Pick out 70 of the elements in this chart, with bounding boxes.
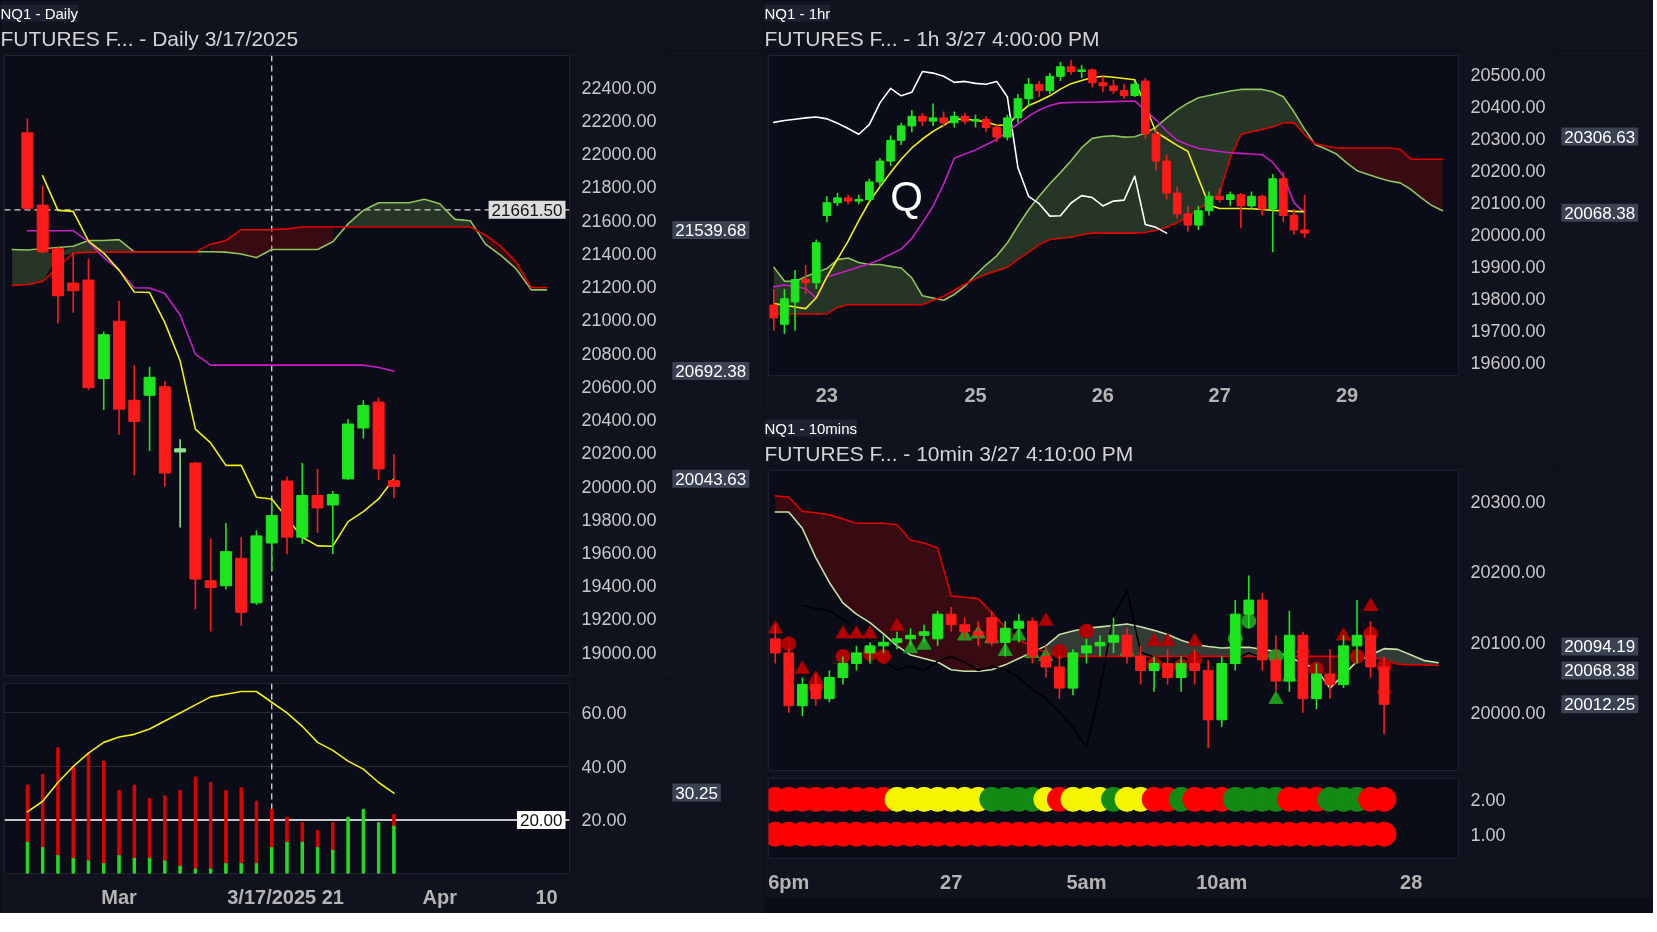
y-tick-label: 21600.00 — [581, 210, 657, 231]
x-tick-label: 23 — [815, 383, 839, 406]
text: 20068.38 — [1564, 203, 1636, 223]
x-tick-label: 6pm — [768, 870, 810, 893]
text: 20692.38 — [675, 361, 747, 381]
y-tick-label: 20200.00 — [581, 443, 657, 464]
x-tick-label: 5am — [1066, 870, 1107, 893]
ref-line-label: 21661.50 — [491, 200, 563, 220]
y-tick-label: 19400.00 — [581, 576, 657, 597]
y-tick-label: 22400.00 — [581, 77, 657, 98]
text: 21539.68 — [675, 221, 747, 241]
x-tick-label: 28 — [1400, 870, 1423, 893]
y-tick-label: 21200.00 — [581, 277, 657, 298]
y-tick-label: 20000.00 — [1470, 225, 1546, 246]
y-tick-label: 19000.00 — [581, 642, 657, 663]
text: 20068.38 — [1564, 661, 1636, 681]
y-tick-label: 21000.00 — [581, 310, 657, 331]
y-tick-label: 19600.00 — [1470, 353, 1546, 374]
y-tick-label: 19800.00 — [581, 509, 657, 530]
y-tick-label: 20500.00 — [1470, 65, 1546, 86]
y-tick-label: 20000.00 — [581, 476, 657, 497]
y-tick-label: 20200.00 — [1470, 161, 1546, 182]
y-tick-label: 19600.00 — [581, 543, 657, 563]
chart-title: NQ1 - 1hr — [764, 4, 831, 22]
text: 20306.63 — [1564, 127, 1636, 147]
y-tick-label: 20.00 — [581, 810, 627, 831]
y-tick-label: 40.00 — [581, 756, 627, 777]
text: 20012.25 — [1564, 695, 1636, 715]
y-tick-label: 19800.00 — [1470, 289, 1546, 310]
y-tick-label: 20400.00 — [1470, 97, 1546, 118]
y-tick-label: 20400.00 — [581, 410, 657, 431]
chart-subtitle: FUTURES F... - 10min 3/27 4:10:00 PM — [764, 441, 1134, 465]
chart-title: NQ1 - Daily — [0, 4, 79, 22]
y-tick-label: 22000.00 — [581, 144, 657, 165]
annotation: Q — [890, 172, 923, 220]
y-tick-label: 20200.00 — [1470, 562, 1546, 583]
x-tick-label: 27 — [940, 870, 963, 893]
chart-subtitle: FUTURES F... - Daily 3/17/2025 — [0, 26, 299, 50]
y-tick-label: 20300.00 — [1470, 129, 1546, 150]
x-tick-label: 3/17/2025 — [227, 885, 317, 908]
y-tick-label: 20800.00 — [581, 343, 657, 364]
y-tick-label: 1.00 — [1470, 824, 1506, 845]
y-tick-label: 20000.00 — [1470, 703, 1546, 724]
x-tick-label: 21 — [321, 885, 344, 908]
x-tick-label: 26 — [1091, 383, 1115, 406]
text: 20094.19 — [1564, 637, 1636, 657]
x-tick-label: Apr — [422, 885, 458, 908]
y-tick-label: 20300.00 — [1470, 491, 1546, 512]
text: 30.25 — [675, 783, 718, 803]
y-tick-label: 20100.00 — [1470, 193, 1546, 214]
text: 20043.63 — [675, 469, 747, 489]
y-tick-label: 19900.00 — [1470, 257, 1546, 278]
y-tick-label: 19700.00 — [1470, 321, 1546, 342]
x-tick-label: 10 — [535, 885, 558, 908]
chart-title: NQ1 - 10mins — [764, 419, 858, 437]
chart-subtitle: FUTURES F... - 1h 3/27 4:00:00 PM — [764, 26, 1100, 50]
x-tick-label: 25 — [964, 383, 987, 406]
y-tick-label: 20600.00 — [581, 376, 657, 397]
y-tick-label: 60.00 — [581, 703, 627, 724]
x-tick-label: Mar — [101, 885, 138, 908]
y-tick-label: 2.00 — [1470, 789, 1506, 810]
y-tick-label: 22200.00 — [581, 110, 657, 131]
x-tick-label: 27 — [1208, 383, 1231, 406]
y-tick-label: 21400.00 — [581, 243, 657, 264]
y-tick-label: 19200.00 — [581, 609, 657, 630]
ref-line-label: 20.00 — [519, 810, 563, 830]
x-tick-label: 29 — [1335, 383, 1359, 406]
y-tick-label: 20100.00 — [1470, 632, 1546, 653]
x-tick-label: 10am — [1196, 870, 1248, 893]
y-tick-label: 21800.00 — [581, 177, 657, 198]
